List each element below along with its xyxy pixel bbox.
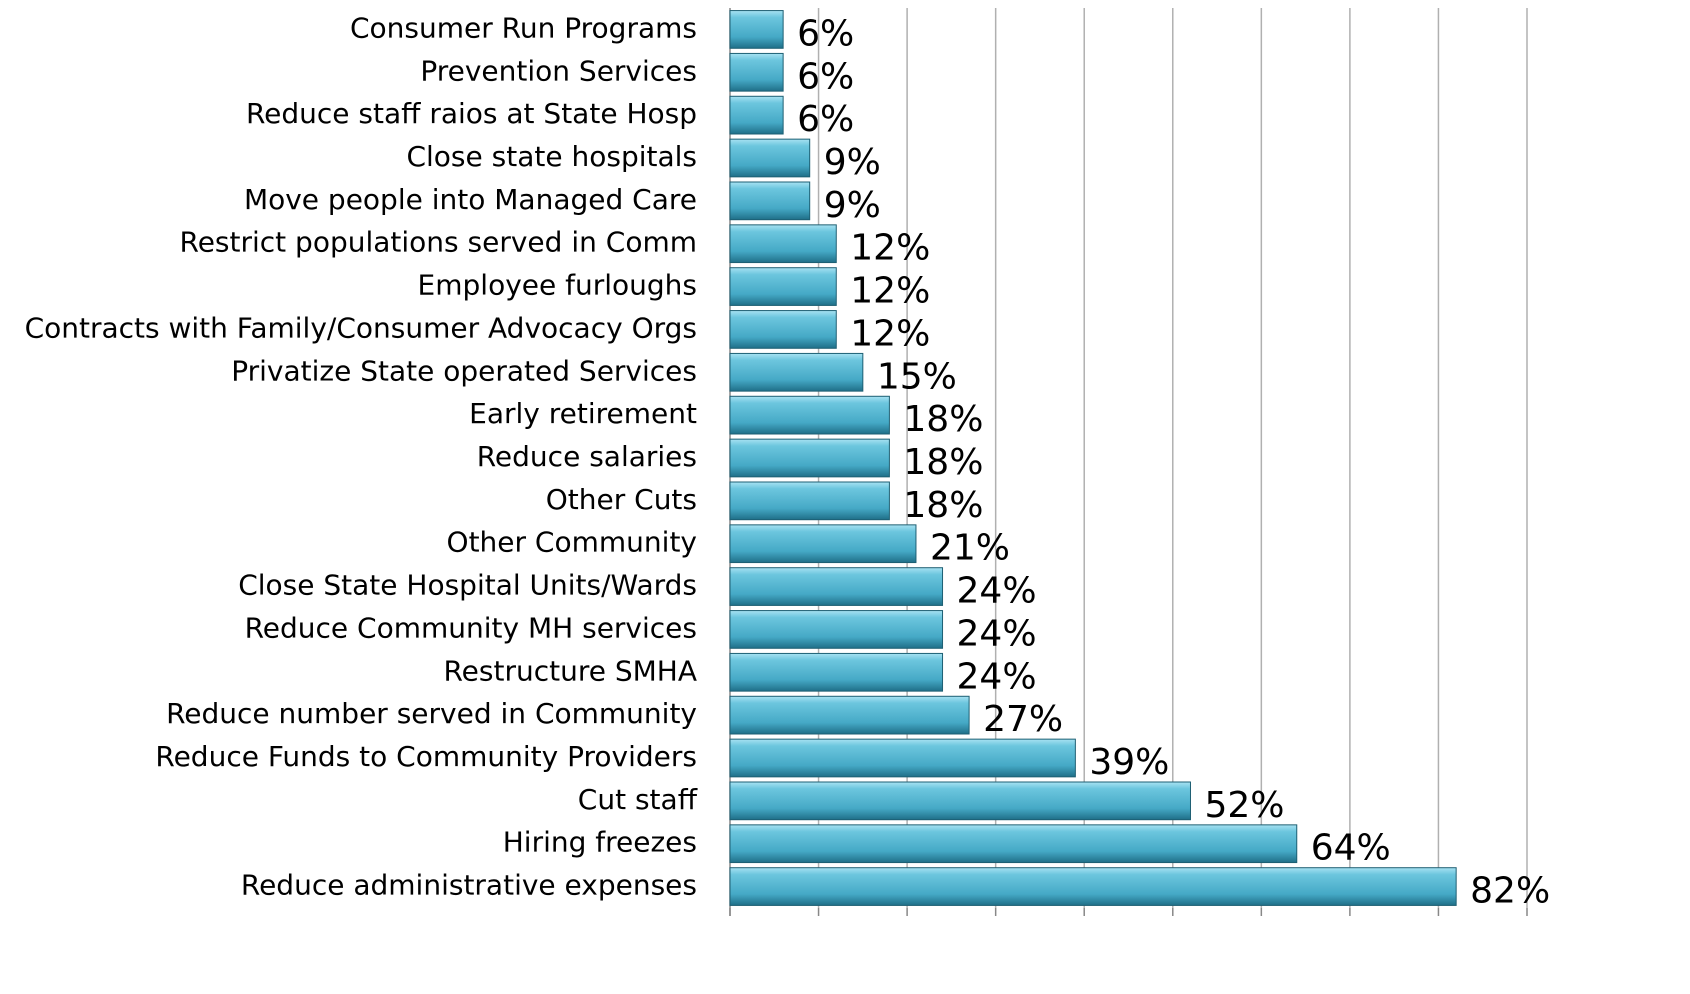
category-label: Employee furloughs — [418, 269, 697, 302]
value-label: 18% — [903, 485, 983, 526]
category-label: Hiring freezes — [503, 826, 697, 859]
value-label: 24% — [957, 571, 1037, 612]
bar — [729, 267, 837, 306]
value-label: 6% — [797, 56, 854, 97]
category-label: Restrict populations served in Comm — [180, 226, 698, 259]
bar — [729, 738, 1076, 778]
value-label: 24% — [957, 656, 1037, 697]
category-label: Close State Hospital Units/Wards — [238, 569, 697, 602]
bar — [729, 867, 1457, 906]
category-label: Consumer Run Programs — [350, 11, 697, 44]
bar — [729, 138, 811, 178]
value-label: 12% — [850, 313, 930, 354]
bar — [729, 610, 944, 649]
bar — [729, 481, 890, 521]
category-label: Reduce staff raios at State Hosp — [246, 97, 697, 130]
value-label: 21% — [930, 528, 1010, 569]
category-label: Privatize State operated Services — [231, 354, 697, 387]
category-label: Contracts with Family/Consumer Advocacy … — [25, 311, 697, 344]
bar — [729, 310, 837, 349]
value-label: 24% — [957, 613, 1037, 654]
bar — [729, 95, 784, 135]
category-label: Reduce number served in Community — [166, 697, 697, 730]
bar — [729, 438, 890, 478]
category-label: Early retirement — [469, 397, 697, 430]
category-label: Reduce administrative expenses — [241, 869, 697, 902]
category-label: Reduce Funds to Community Providers — [155, 740, 697, 773]
value-label: 52% — [1204, 785, 1284, 826]
value-label: 6% — [797, 13, 854, 54]
bar — [729, 224, 837, 264]
bar — [729, 781, 1191, 821]
bar — [729, 567, 944, 606]
value-label: 18% — [903, 442, 983, 483]
bar — [729, 52, 784, 92]
category-label: Reduce Community MH services — [245, 611, 697, 644]
bar — [729, 652, 944, 692]
value-label: 82% — [1470, 871, 1550, 912]
category-label: Reduce salaries — [477, 440, 697, 473]
category-label: Move people into Managed Care — [244, 183, 697, 216]
value-label: 6% — [797, 99, 854, 140]
category-label: Other Cuts — [546, 483, 697, 516]
bar — [729, 524, 917, 564]
value-label: 9% — [824, 142, 881, 183]
category-label: Prevention Services — [420, 54, 697, 87]
value-label: 18% — [903, 399, 983, 440]
category-label: Restructure SMHA — [443, 654, 697, 687]
bar — [729, 10, 784, 49]
value-label: 27% — [983, 699, 1063, 740]
value-label: 12% — [850, 271, 930, 312]
value-label: 15% — [877, 356, 957, 397]
bar — [729, 824, 1298, 864]
value-label: 9% — [824, 185, 881, 226]
category-label: Close state hospitals — [406, 140, 697, 173]
bar — [729, 695, 970, 735]
bar — [729, 395, 890, 435]
value-label: 39% — [1089, 742, 1169, 783]
bar — [729, 352, 864, 392]
value-label: 12% — [850, 228, 930, 269]
bar — [729, 181, 811, 221]
category-label: Cut staff — [578, 783, 698, 816]
value-label: 64% — [1311, 828, 1391, 869]
category-label: Other Community — [447, 526, 697, 559]
